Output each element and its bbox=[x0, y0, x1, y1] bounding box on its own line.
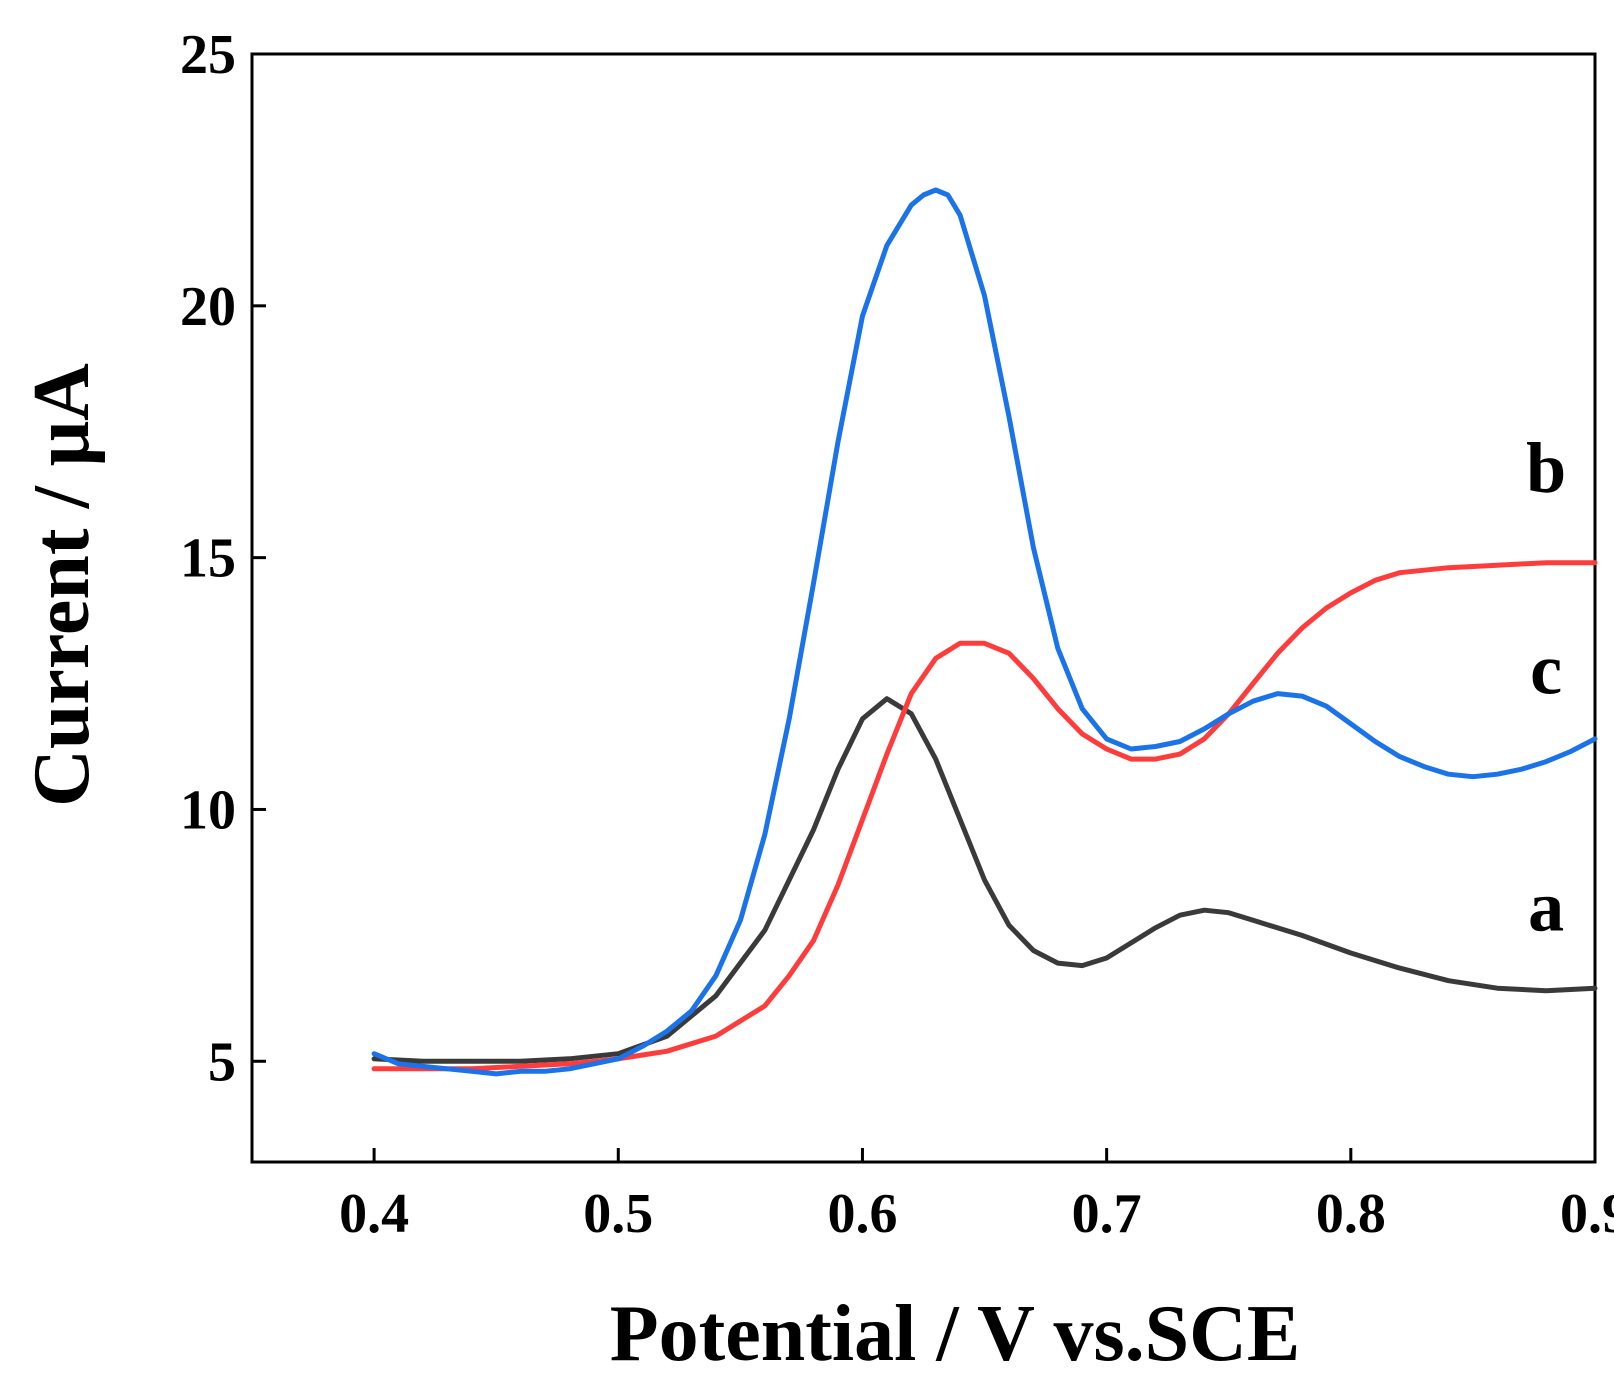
x-tick-label-0.4: 0.4 bbox=[339, 1183, 409, 1245]
curve-label-c: c bbox=[1530, 630, 1562, 710]
plot-frame bbox=[250, 52, 1597, 1164]
x-tick-label-0.6: 0.6 bbox=[827, 1183, 897, 1245]
x-tick-label-0.8: 0.8 bbox=[1316, 1183, 1386, 1245]
x-tick-label-0.5: 0.5 bbox=[583, 1183, 653, 1245]
x-tick-label-0.7: 0.7 bbox=[1072, 1183, 1142, 1245]
y-tick-label-20: 20 bbox=[180, 276, 236, 338]
series-line-a bbox=[371, 696, 1598, 1064]
x-tick-label-0.9: 0.9 bbox=[1560, 1183, 1614, 1245]
curve-label-a: a bbox=[1528, 866, 1564, 946]
series-line-c bbox=[371, 187, 1598, 1077]
y-tick-label-5: 5 bbox=[208, 1031, 236, 1093]
y-tick-label-25: 25 bbox=[180, 24, 236, 86]
x-axis-ticks: 0.4 0.5 0.6 0.7 0.8 0.9 bbox=[339, 1148, 1614, 1245]
curve-labels: a b c bbox=[1526, 428, 1566, 946]
y-tick-label-10: 10 bbox=[180, 779, 236, 841]
curve-label-b: b bbox=[1526, 428, 1566, 508]
y-tick-label-15: 15 bbox=[180, 528, 236, 590]
y-axis-title: Current / μA bbox=[18, 363, 106, 807]
y-axis-ticks: 5 10 15 20 25 bbox=[180, 24, 266, 1093]
x-axis-title: Potential / V vs.SCE bbox=[610, 1290, 1300, 1378]
series-line-b bbox=[371, 560, 1598, 1072]
series-layer bbox=[371, 187, 1598, 1077]
